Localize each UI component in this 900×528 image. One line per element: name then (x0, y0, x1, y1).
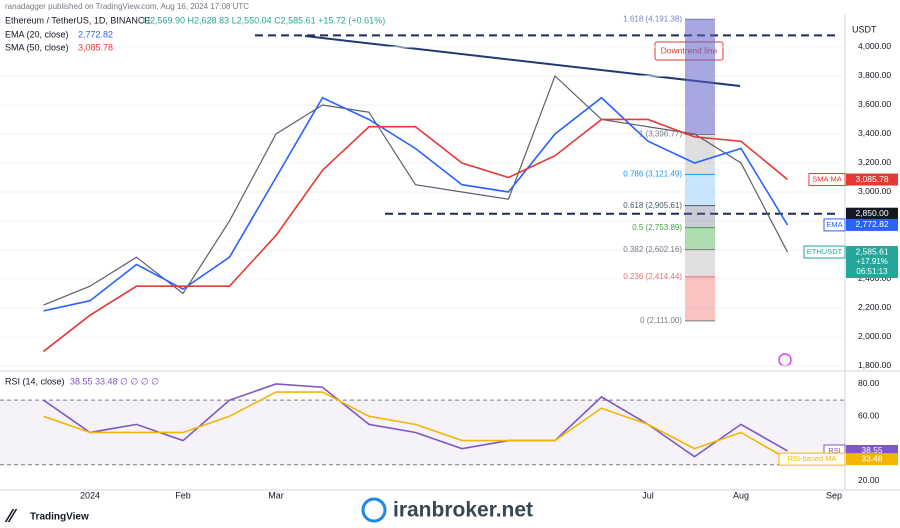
legend-name: EMA (20, close) (5, 29, 69, 39)
y-tick-label: 20.00 (858, 475, 880, 485)
fib-label: 0.382 (2,602.16) (623, 245, 682, 254)
fib-zone (685, 134, 715, 175)
fib-label: 0.618 (2,905.61) (623, 201, 682, 210)
y-tick-label: 3,000.00 (858, 186, 891, 196)
fib-zone (685, 174, 715, 206)
price-tag-extra: 06:51:13 (856, 267, 888, 276)
fib-zone (685, 227, 715, 250)
price-tag (846, 173, 898, 186)
y-tick-label: 2,000.00 (858, 331, 891, 341)
series-line (43, 391, 788, 460)
y-tick-label: 2,400.00 (858, 273, 891, 283)
tag-name-box (803, 245, 846, 259)
y-tick-label: 1,800.00 (858, 360, 891, 370)
price-tag-label: 3,085.78 (855, 174, 888, 184)
x-tick-label: Sep (826, 490, 842, 500)
tag-name-box (778, 452, 846, 466)
brand: TradingView (30, 512, 89, 523)
y-tick-label: 3,800.00 (858, 70, 891, 80)
price-tag (846, 246, 898, 279)
symbol-title: Ethereum / TetherUS, 1D, BINANCE (5, 15, 150, 25)
watermark-logo (361, 497, 387, 523)
tag-name: RSI (828, 446, 841, 455)
legend-value: 3,085.78 (78, 42, 113, 52)
y-tick-label: 3,200.00 (858, 157, 891, 167)
series-line (43, 96, 789, 312)
tag-name: SMA:MA (812, 175, 842, 184)
x-tick-label: Mar (268, 490, 284, 500)
tag-name: RSI-based MA (788, 454, 837, 463)
x-tick-label: Feb (175, 490, 191, 500)
fib-label: 1.618 (4,191.38) (623, 14, 682, 23)
fib-label: 0.786 (3,121.49) (623, 169, 682, 178)
price-tag-label: 2,585.61 (855, 246, 888, 256)
price-tag (846, 207, 898, 220)
watermark: iranbroker.net (393, 499, 533, 522)
legend-name: SMA (50, close) (5, 42, 69, 52)
y-tick-label: 4,000.00 (858, 41, 891, 51)
rsi-values: 38.55 33.48 ∅ ∅ ∅ ∅ (70, 376, 159, 386)
downtrend-line (304, 35, 741, 87)
series-line (43, 118, 789, 353)
price-tag-label: 2,850.00 (855, 208, 888, 218)
y-tick-label: 2,200.00 (858, 302, 891, 312)
price-tag (846, 453, 898, 466)
currency: USDT (852, 24, 877, 34)
x-tick-label: Jul (642, 490, 654, 500)
tag-name: EMA (826, 220, 842, 229)
rsi-title: RSI (14, close) (5, 376, 65, 386)
tag-name: ETHUSDT (807, 247, 843, 256)
fib-label: 0.236 (2,414.44) (623, 272, 682, 281)
price-tag-label: 2,772.82 (855, 219, 888, 229)
fib-zone (685, 276, 715, 321)
legend-value: 2,772.82 (78, 29, 113, 39)
fib-zone (685, 205, 715, 228)
x-tick-label: 2024 (80, 490, 100, 500)
tag-name-box (823, 218, 846, 232)
price-tag-label: 38.55 (861, 445, 883, 455)
ohlc: O2,569.90 H2,628.83 L2,550.04 C2,585.61 … (143, 15, 385, 25)
fib-label: 0.5 (2,753.89) (632, 223, 682, 232)
fib-zone (685, 249, 715, 277)
y-tick-label: 3,400.00 (858, 128, 891, 138)
price-tag (846, 218, 898, 231)
fib-label: 0 (2,111.00) (640, 316, 682, 325)
series-line (43, 383, 788, 458)
x-tick-label: Aug (733, 490, 749, 500)
price-tag-label: 33.48 (861, 453, 883, 463)
y-tick-label: 3,600.00 (858, 99, 891, 109)
y-tick-label: 60.00 (858, 411, 880, 421)
fib-label: 1 (3,396.77) (639, 130, 682, 139)
fib-zone (685, 19, 715, 135)
price-tag-extra: +17.91% (856, 257, 888, 266)
publisher: ranadagger published on TradingView.com,… (5, 2, 249, 11)
y-tick-label: 80.00 (858, 378, 880, 388)
tag-name-box (808, 173, 846, 187)
